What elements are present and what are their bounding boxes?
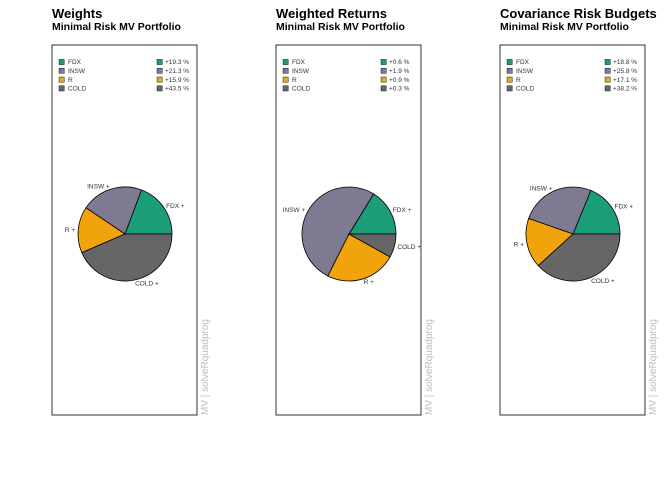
legend-label: R [292,77,297,84]
legend-label: FDX [516,59,530,66]
chart-title: Covariance Risk Budgets [500,6,657,21]
legend-value-label: +21.3 % [165,68,189,75]
slice-label: COLD + [591,278,615,285]
legend-value-swatch [604,85,611,92]
legend-swatch [58,59,65,65]
legend-value-label: +25.8 % [613,68,637,75]
legend-value-label: +19.3 % [165,59,189,66]
pie-slice [348,193,397,235]
side-label: MV | solveRquadprog [648,319,659,415]
side-label: MV | solveRquadprog [424,319,435,415]
legend-value-swatch [156,76,163,83]
slice-label: FDX + [393,207,412,214]
legend-value-label: +0.9 % [389,77,410,84]
chart-subtitle: Minimal Risk MV Portfolio [52,21,181,33]
pie-chart-weighted-returns: MV | solveRquadprog FDX +0.6 % INSW +1.9 % R +… [275,44,435,416]
legend-swatch [506,76,513,83]
legend-value-label: +43.5 % [165,86,189,93]
legend-label: FDX [292,59,306,66]
plot-box [51,44,198,416]
legend-swatch [506,85,513,92]
legend-swatch [282,67,289,74]
pie-slice [85,186,142,235]
chart-subtitle: Minimal Risk MV Portfolio [500,21,629,33]
legend-value-swatch [380,59,387,65]
legend-label: FDX [68,59,82,66]
plot-box [275,44,422,416]
pie-slice [528,186,592,235]
slice-label: FDX + [166,203,185,210]
slice-label: COLD + [397,244,421,251]
legend-value-swatch [156,59,163,65]
legend-value-swatch [604,76,611,83]
slice-label: R + [364,279,375,286]
chart-title: Weights [52,6,103,21]
legend-swatch [506,67,513,74]
legend-value-label: +15.9 % [165,77,189,84]
pie-chart-weights: MV | solveRquadprog FDX +19.3 % INSW +21.3 %… [51,44,211,416]
legend-label: R [516,77,521,84]
slice-label: R + [514,241,525,248]
pie-slice [347,233,397,258]
legend-label: COLD [68,86,86,93]
chart-subtitle: Minimal Risk MV Portfolio [276,21,405,33]
pie-slice [525,217,574,267]
pie-slice [572,189,621,235]
legend-swatch [58,67,65,74]
legend-value-label: +0.3 % [389,86,410,93]
legend-swatch [506,59,513,65]
legend-value-swatch [380,67,387,74]
legend-swatch [282,76,289,83]
legend-value-swatch [604,59,611,65]
chart-panel-covariance-risk-budgets: Covariance Risk Budgets Minimal Risk MV … [448,0,672,480]
legend-value-label: +1.9 % [389,68,410,75]
legend-swatch [58,76,65,83]
legend-value-swatch [604,67,611,74]
legend-value-swatch [380,76,387,83]
legend-swatch [282,59,289,65]
legend-value-label: +17.1 % [613,77,637,84]
legend-value-label: +18.8 % [613,59,637,66]
plot-box [499,44,646,416]
slice-label: COLD + [135,280,159,287]
legend-label: R [68,77,73,84]
slice-label: INSW + [87,184,110,191]
legend-swatch [58,85,65,92]
pie-slice [81,233,173,282]
legend-label: INSW [68,68,86,75]
slice-label: INSW + [530,186,553,193]
legend-value-label: +0.6 % [389,59,410,66]
legend-label: COLD [516,86,534,93]
pie-slice [124,189,173,235]
side-label: MV | solveRquadprog [200,319,211,415]
pie-slice [537,233,621,282]
legend-value-swatch [380,85,387,92]
pie-slice [327,233,391,282]
chart-panel-weights: Weights Minimal Risk MV Portfolio MV | s… [0,0,224,480]
legend-value-swatch [156,85,163,92]
chart-panel-weighted-returns: Weighted Returns Minimal Risk MV Portfol… [224,0,448,480]
pie-chart-covariance-risk-budgets: MV | solveRquadprog FDX +18.8 % INSW +25.8 %… [499,44,659,416]
legend-value-label: +38.2 % [613,86,637,93]
slice-label: FDX + [615,203,634,210]
pie-slice [301,186,375,277]
slice-label: INSW + [283,207,306,214]
legend-label: INSW [292,68,310,75]
slice-label: R + [65,227,76,234]
chart-title: Weighted Returns [276,6,387,21]
legend-swatch [282,85,289,92]
legend-label: COLD [292,86,310,93]
legend-label: INSW [516,68,534,75]
pie-slice [77,207,126,254]
legend-value-swatch [156,67,163,74]
